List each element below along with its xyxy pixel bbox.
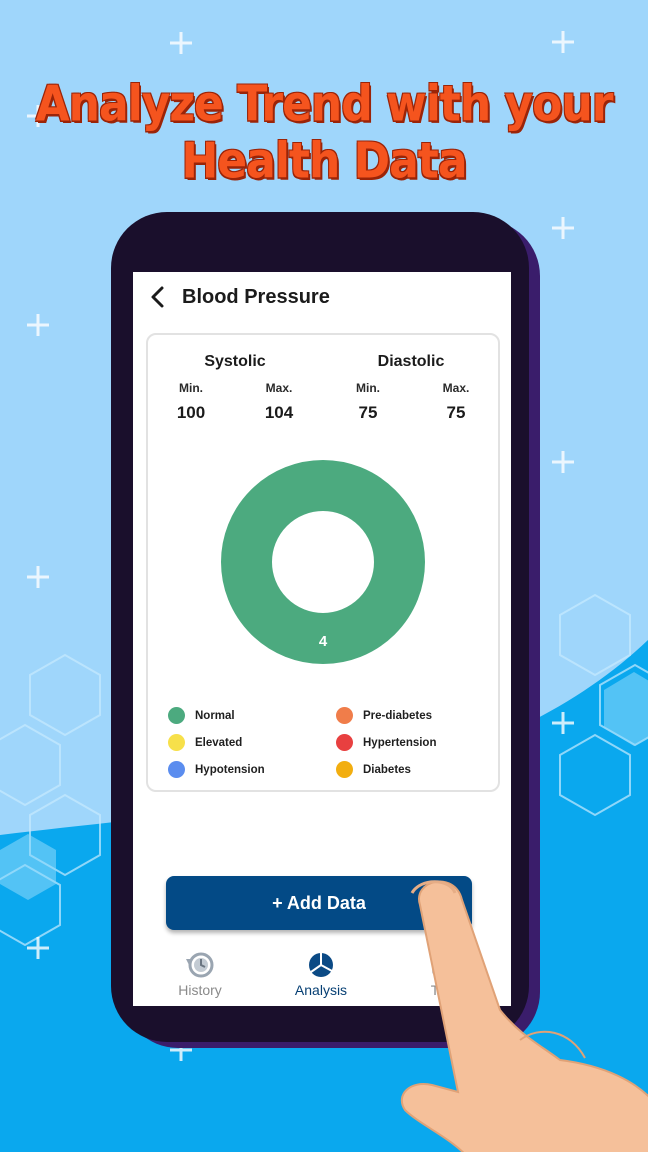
app-screen: Blood Pressure Systolic Diastolic Min. M… <box>133 272 511 1006</box>
pie-chart-icon <box>309 952 333 977</box>
legend-swatch <box>336 707 353 724</box>
systolic-max-value: 104 <box>264 403 294 422</box>
diastolic-label: Diastolic <box>377 353 445 370</box>
donut-slice-normal <box>221 460 425 664</box>
diastolic-min-label: Min. <box>356 381 380 395</box>
promo-line-2: Health Data <box>181 132 467 191</box>
history-icon <box>186 952 214 978</box>
legend-item-diabetes: Diabetes <box>336 761 411 778</box>
systolic-min-value: 100 <box>176 403 206 422</box>
nav-label-analysis: Analysis <box>294 982 348 998</box>
legend-item-hypotension: Hypotension <box>168 761 265 778</box>
legend-label: Diabetes <box>363 763 411 776</box>
legend-item-pre-diabetes: Pre-diabetes <box>336 707 432 724</box>
legend-swatch <box>336 761 353 778</box>
legend-label: Pre-diabetes <box>363 709 433 722</box>
legend-label: Hypotension <box>195 763 265 776</box>
legend-item-elevated: Elevated <box>168 734 242 751</box>
legend-swatch <box>168 734 185 751</box>
analysis-card: Systolic Diastolic Min. Max. Min. Max. 1… <box>146 333 500 792</box>
page-title: Blood Pressure <box>182 286 330 308</box>
donut-data-label: 4 <box>318 633 328 650</box>
legend-swatch <box>168 707 185 724</box>
legend-swatch <box>336 734 353 751</box>
legend-label: Normal <box>195 709 235 722</box>
diastolic-max-value: 75 <box>446 403 466 422</box>
promo-headline: Analyze Trend with your Health Data <box>0 76 648 190</box>
systolic-min-label: Min. <box>179 381 203 395</box>
nav-label-history: History <box>178 982 222 998</box>
promo-line-1: Analyze Trend with your <box>35 75 614 134</box>
legend-item-normal: Normal <box>168 707 235 724</box>
app-bar: Blood Pressure <box>133 272 511 324</box>
nav-item-analysis[interactable]: Analysis <box>276 950 366 998</box>
legend-swatch <box>168 761 185 778</box>
blood-pressure-donut-chart <box>221 460 425 664</box>
legend-label: Hypertension <box>363 736 437 749</box>
back-arrow-icon[interactable] <box>143 282 173 312</box>
nav-item-history[interactable]: History <box>155 950 245 998</box>
legend-label: Elevated <box>195 736 243 749</box>
diastolic-max-label: Max. <box>442 381 470 395</box>
legend-item-hypertension: Hypertension <box>336 734 437 751</box>
systolic-max-label: Max. <box>265 381 293 395</box>
systolic-label: Systolic <box>204 353 266 370</box>
diastolic-min-value: 75 <box>358 403 378 422</box>
